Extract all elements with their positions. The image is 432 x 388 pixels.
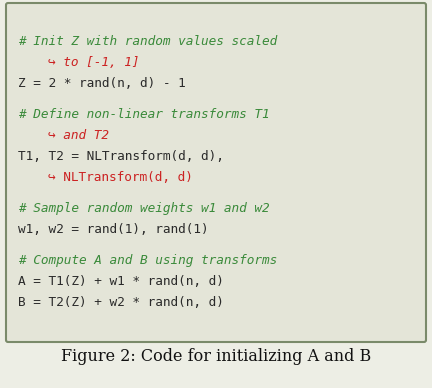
Text: ↪ and T2: ↪ and T2: [48, 129, 109, 142]
Text: ↪ to [-1, 1]: ↪ to [-1, 1]: [48, 56, 140, 69]
Text: Figure 2: Code for initializing A and B: Figure 2: Code for initializing A and B: [61, 348, 371, 365]
Text: # Define non-linear transforms T1: # Define non-linear transforms T1: [18, 108, 270, 121]
Text: # Init Z with random values scaled: # Init Z with random values scaled: [18, 35, 277, 48]
Text: T1, T2 = NLTransform(d, d),: T1, T2 = NLTransform(d, d),: [18, 150, 224, 163]
Text: Z = 2 * rand(n, d) - 1: Z = 2 * rand(n, d) - 1: [18, 77, 186, 90]
Text: ↪ NLTransform(d, d): ↪ NLTransform(d, d): [48, 171, 193, 184]
FancyBboxPatch shape: [6, 3, 426, 342]
Text: # Sample random weights w1 and w2: # Sample random weights w1 and w2: [18, 202, 270, 215]
Text: A = T1(Z) + w1 * rand(n, d): A = T1(Z) + w1 * rand(n, d): [18, 275, 224, 288]
Text: w1, w2 = rand(1), rand(1): w1, w2 = rand(1), rand(1): [18, 223, 209, 236]
Text: B = T2(Z) + w2 * rand(n, d): B = T2(Z) + w2 * rand(n, d): [18, 296, 224, 309]
Text: # Compute A and B using transforms: # Compute A and B using transforms: [18, 254, 277, 267]
